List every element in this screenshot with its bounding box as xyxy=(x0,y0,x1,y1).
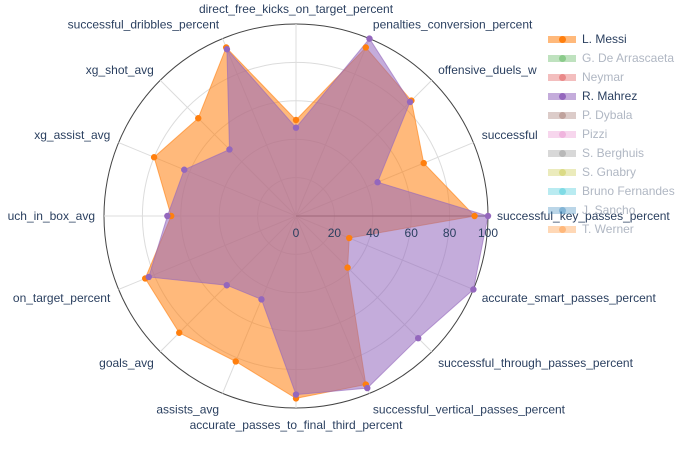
legend-swatch xyxy=(548,150,576,157)
series-layer xyxy=(142,35,492,402)
legend-label: Bruno Fernandes xyxy=(582,184,675,198)
radial-tick-labels: 0 20 40 60 80 100 xyxy=(293,226,499,240)
radial-tick-label: 100 xyxy=(478,226,498,240)
legend-label: S. Berghuis xyxy=(582,146,645,160)
axis-labels: direct_free_kicks_on_target_percentpenal… xyxy=(8,2,671,432)
legend-item[interactable]: P. Dybala xyxy=(548,106,700,125)
legend-item[interactable]: T. Werner xyxy=(548,220,700,239)
legend-swatch xyxy=(548,74,576,81)
axis-label: successful_dribbles_percent xyxy=(68,17,220,31)
data-point[interactable] xyxy=(292,391,300,398)
radial-tick-label: 0 xyxy=(293,226,300,240)
legend-marker xyxy=(559,131,566,138)
legend-item[interactable]: Neymar xyxy=(548,68,700,87)
legend-item[interactable]: S. Berghuis xyxy=(548,144,700,163)
axis-label: goals_avg xyxy=(99,356,154,370)
axis-label: xg_shot_avg xyxy=(86,63,154,77)
data-point[interactable] xyxy=(346,234,353,242)
radial-tick-label: 60 xyxy=(405,226,419,240)
legend-marker xyxy=(559,169,566,176)
legend-swatch xyxy=(548,169,576,176)
legend-item[interactable]: Bruno Fernandes xyxy=(548,182,700,201)
data-point[interactable] xyxy=(181,166,188,173)
legend-marker xyxy=(559,226,566,233)
radial-tick-label: 20 xyxy=(328,226,342,240)
data-point[interactable] xyxy=(223,46,231,53)
data-point[interactable] xyxy=(364,384,371,392)
data-point[interactable] xyxy=(414,334,422,342)
axis-label: offensive_duels_w xyxy=(438,63,537,77)
legend-marker xyxy=(559,112,566,119)
axis-label: accurate_smart_passes_percent xyxy=(482,291,657,305)
legend-item[interactable]: G. De Arrascaeta xyxy=(548,49,700,68)
legend-label: G. De Arrascaeta xyxy=(582,51,675,65)
data-point[interactable] xyxy=(195,115,202,122)
axis-label: successful_key_passes_percent xyxy=(497,209,670,223)
legend-marker xyxy=(559,150,566,157)
axis-label: successful xyxy=(482,128,538,142)
axis-label: xg_assist_avg xyxy=(34,128,110,142)
data-point[interactable] xyxy=(406,98,414,106)
legend-label: Pizzi xyxy=(582,127,608,141)
legend-item[interactable]: R. Mahrez xyxy=(548,87,700,106)
legend-marker xyxy=(559,36,566,43)
data-point[interactable] xyxy=(145,273,152,281)
legend-item[interactable]: S. Gnabry xyxy=(548,163,700,182)
legend-marker xyxy=(559,188,566,195)
legend-marker xyxy=(559,55,566,62)
data-point[interactable] xyxy=(150,154,158,161)
legend-marker xyxy=(559,93,566,100)
data-point[interactable] xyxy=(344,264,351,271)
legend-label: S. Gnabry xyxy=(582,165,637,179)
data-point[interactable] xyxy=(420,159,427,167)
legend-item[interactable]: L. Messi xyxy=(548,30,700,49)
legend-item[interactable]: J. Sancho xyxy=(548,201,700,220)
data-point[interactable] xyxy=(176,329,183,336)
legend-swatch xyxy=(548,131,576,138)
data-point[interactable] xyxy=(223,282,230,289)
legend-swatch xyxy=(548,226,576,233)
data-point[interactable] xyxy=(374,179,381,186)
data-point[interactable] xyxy=(362,44,370,51)
data-point[interactable] xyxy=(258,296,265,303)
legend-label: P. Dybala xyxy=(582,108,633,122)
legend-marker xyxy=(559,74,566,81)
axis-label: penalties_conversion_percent xyxy=(373,17,533,31)
axis-label: successful_vertical_passes_percent xyxy=(373,403,566,417)
data-point[interactable] xyxy=(484,212,492,220)
axis-label: on_target_percent xyxy=(13,291,111,305)
legend-swatch xyxy=(548,188,576,195)
legend-swatch xyxy=(548,55,576,62)
data-point[interactable] xyxy=(292,116,300,124)
axis-label: assists_avg xyxy=(156,403,219,417)
data-point[interactable] xyxy=(471,212,478,220)
axis-label: accurate_passes_to_final_third_percent xyxy=(190,418,403,432)
legend-swatch xyxy=(548,112,576,119)
data-point[interactable] xyxy=(232,358,239,365)
legend-label: R. Mahrez xyxy=(582,89,638,103)
axis-label: direct_free_kicks_on_target_percent xyxy=(199,2,394,16)
legend-swatch xyxy=(548,207,576,214)
axis-label: successful_through_passes_percent xyxy=(438,356,633,370)
legend-label: L. Messi xyxy=(582,32,627,46)
data-point[interactable] xyxy=(226,146,233,153)
legend: L. Messi G. De Arrascaeta Neymar R. Mahrez P… xyxy=(548,30,700,239)
radial-tick-label: 80 xyxy=(443,226,457,240)
legend-label: J. Sancho xyxy=(582,203,636,217)
data-point[interactable] xyxy=(292,124,300,131)
data-point[interactable] xyxy=(164,212,171,220)
legend-marker xyxy=(559,207,566,214)
legend-item[interactable]: Pizzi xyxy=(548,125,700,144)
radial-tick-label: 40 xyxy=(366,226,380,240)
legend-label: T. Werner xyxy=(582,222,634,236)
axis-label: uch_in_box_avg xyxy=(8,209,95,223)
data-point[interactable] xyxy=(470,286,477,293)
data-point[interactable] xyxy=(366,35,373,42)
legend-label: Neymar xyxy=(582,70,625,84)
